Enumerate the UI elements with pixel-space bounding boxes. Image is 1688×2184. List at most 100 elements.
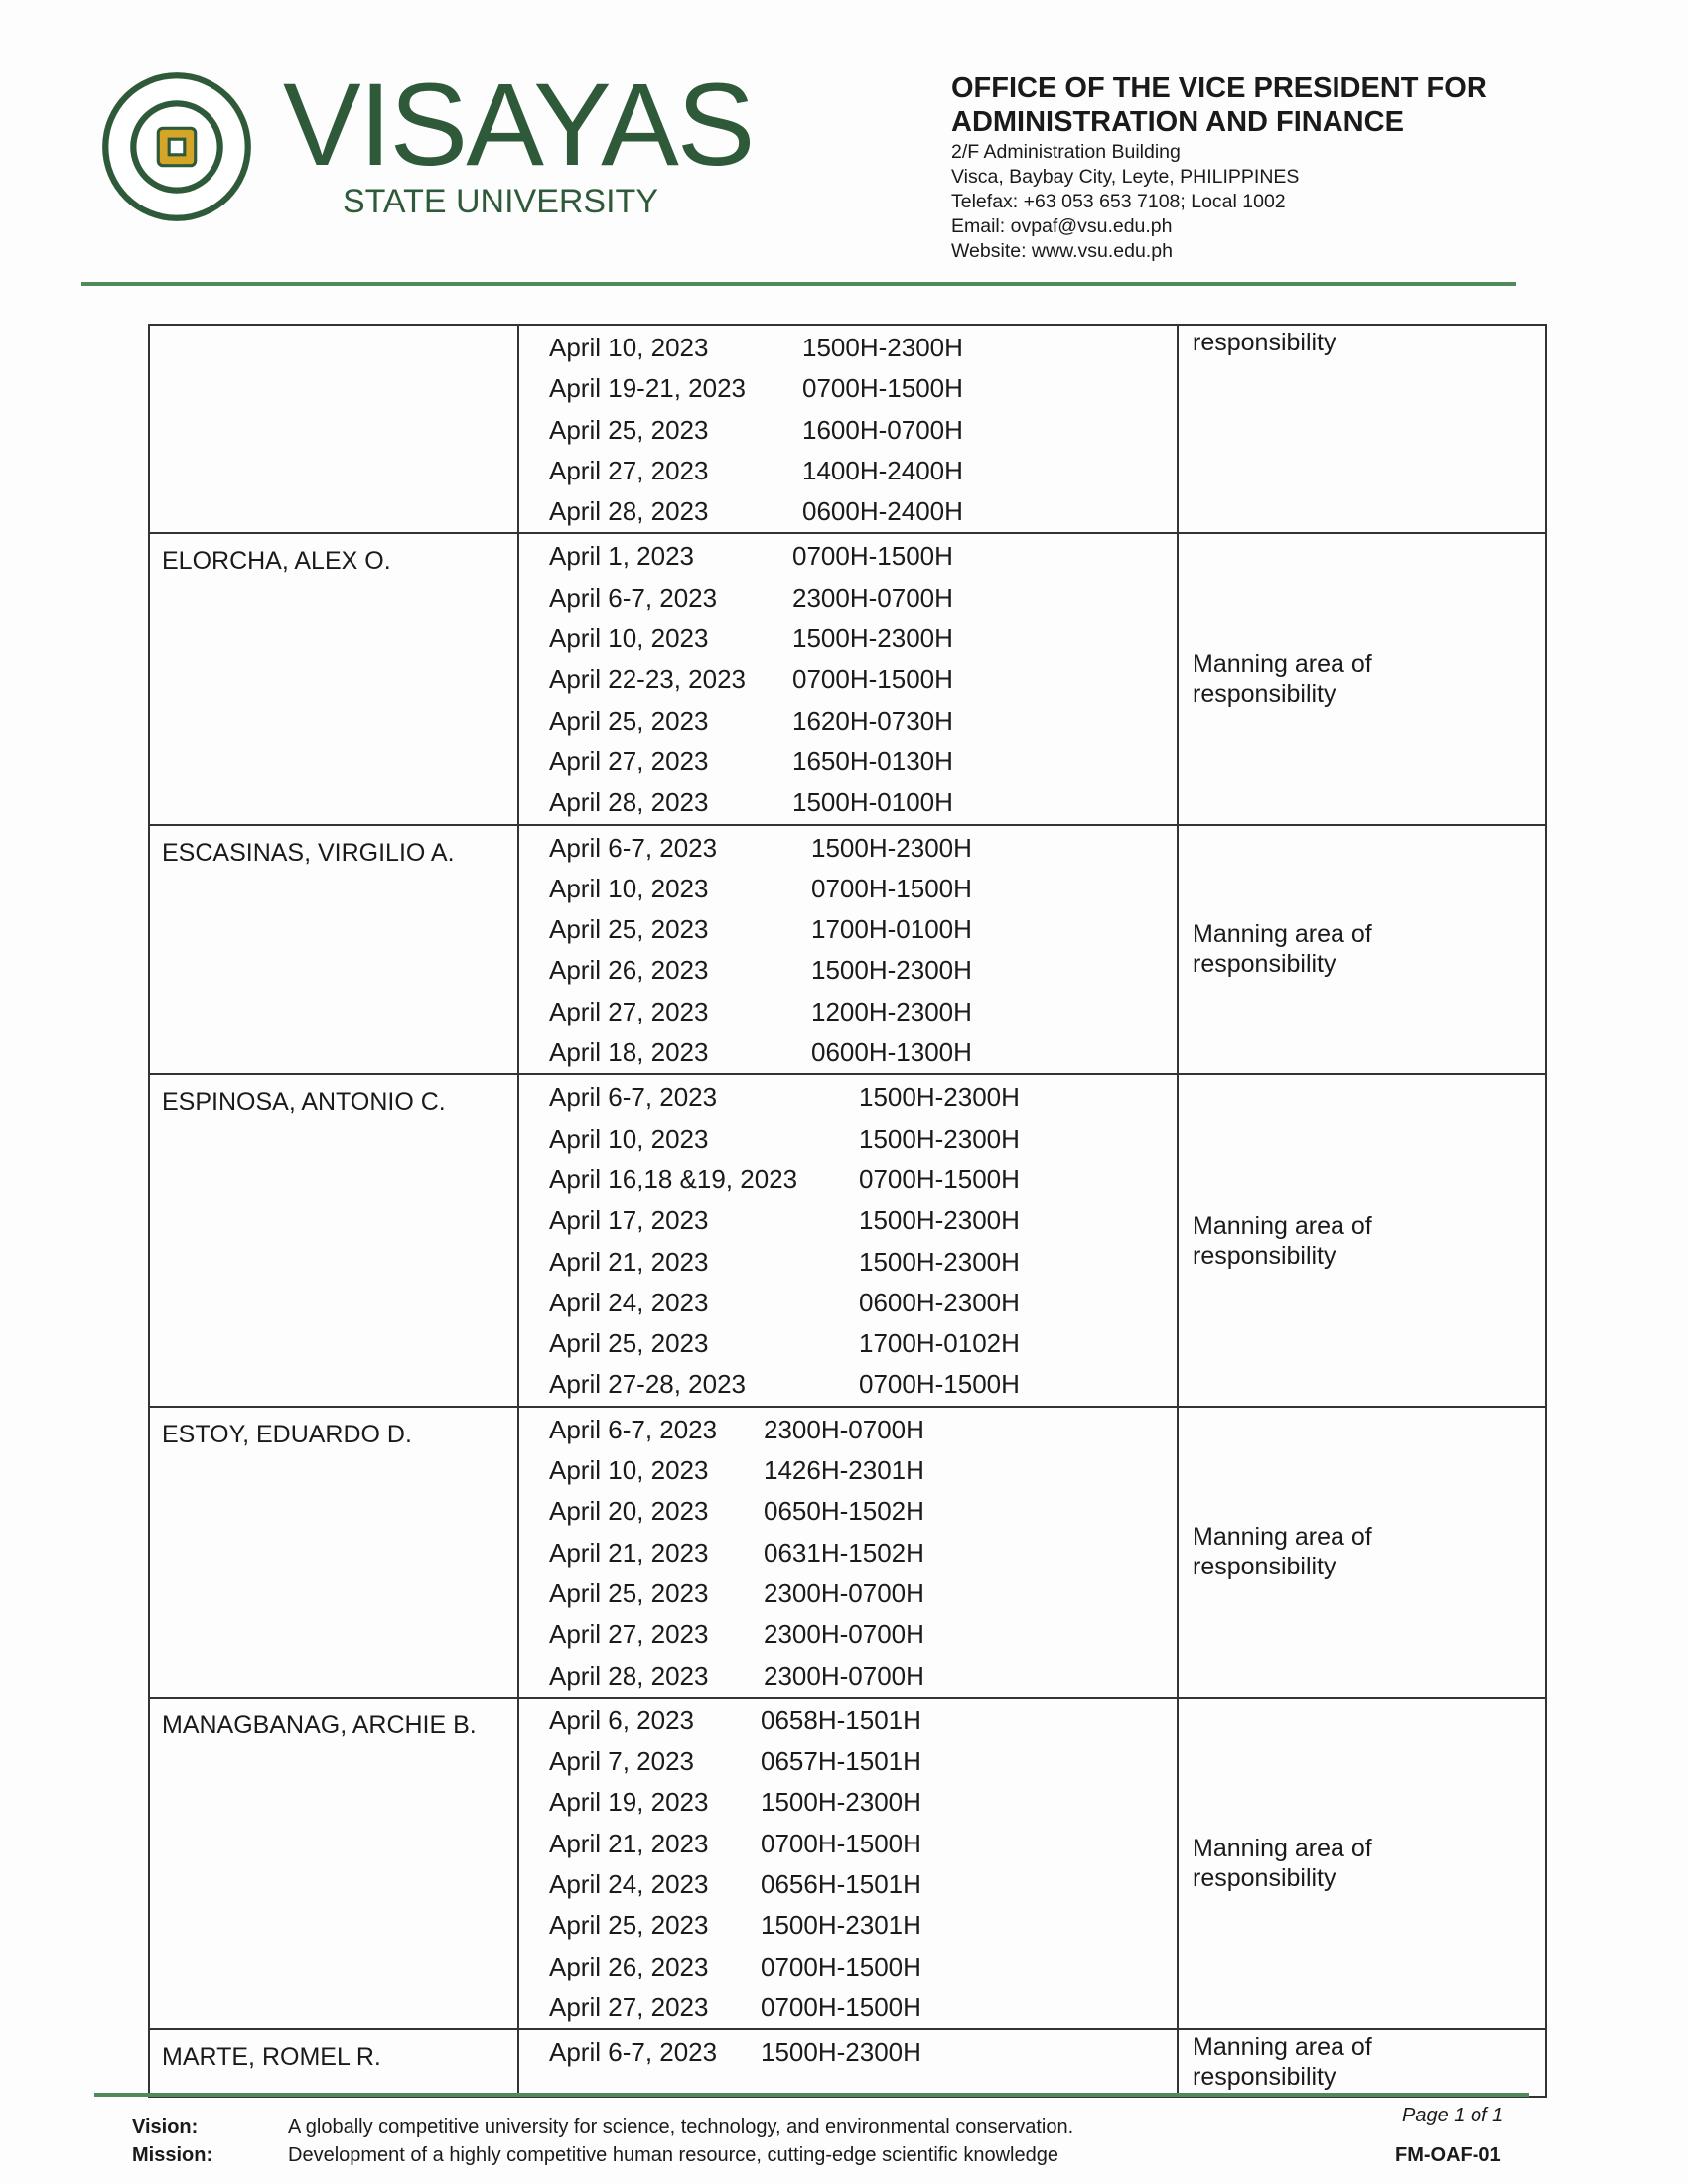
duty-date: April 19-21, 2023 xyxy=(549,373,747,404)
employee-name: MARTE, ROMEL R. xyxy=(150,2030,519,2097)
university-name: VISAYAS xyxy=(283,60,755,191)
schedule-entry: April 27, 2023 2300H-0700H xyxy=(519,1614,1177,1655)
employee-name: MANAGBANAG, ARCHIE B. xyxy=(150,1698,519,2029)
remarks-text: responsibility xyxy=(1193,329,1336,356)
duty-time: 2300H-0700H xyxy=(764,1577,924,1608)
duty-date: April 1, 2023 xyxy=(549,541,694,572)
employee-name xyxy=(150,326,519,533)
schedule-entry: April 1, 2023 0700H-1500H xyxy=(519,536,1177,577)
duty-date: April 25, 2023 xyxy=(549,705,709,736)
duty-time: 1500H-2300H xyxy=(859,1246,1020,1277)
remarks: Manning area of responsibility xyxy=(1179,2030,1545,2096)
schedule-entry: April 10, 2023 1426H-2301H xyxy=(519,1450,1177,1491)
duty-date: April 6-7, 2023 xyxy=(549,1414,718,1444)
duty-date: April 27, 2023 xyxy=(549,1619,709,1650)
duty-time: 0700H-1500H xyxy=(859,1163,1020,1194)
duty-time: 2300H-0700H xyxy=(792,582,953,613)
mission-label: Mission: xyxy=(132,2144,213,2166)
schedule-entry: April 28, 2023 1500H-0100H xyxy=(519,782,1177,823)
schedule-cell: April 1, 2023 0700H-1500H April 6-7, 2023 2… xyxy=(519,534,1179,824)
schedule-entry: April 25, 2023 1700H-0102H xyxy=(519,1323,1177,1364)
schedule-entry: April 21, 2023 0700H-1500H xyxy=(519,1824,1177,1864)
duty-date: April 17, 2023 xyxy=(549,1205,709,1236)
duty-time: 0700H-1500H xyxy=(811,873,972,903)
duty-time: 1500H-2300H xyxy=(792,623,953,654)
schedule-cell: April 6-7, 2023 2300H-0700H April 10, 2023… xyxy=(519,1407,1179,1697)
email: Email: ovpaf@vsu.edu.ph xyxy=(951,215,1173,237)
schedule-entry: April 19, 2023 1500H-2300H xyxy=(519,1782,1177,1823)
office-title: OFFICE OF THE VICE PRESIDENT FOR ADMINIS… xyxy=(951,71,1487,139)
remarks-text: Manning area of responsibility xyxy=(1193,920,1372,979)
remarks: Manning area of responsibility xyxy=(1179,534,1545,823)
remarks-text: Manning area of responsibility xyxy=(1193,650,1372,709)
schedule-entry: April 10, 2023 1500H-2300H xyxy=(519,1119,1177,1160)
duty-time: 0656H-1501H xyxy=(761,1868,921,1899)
duty-time: 1500H-2300H xyxy=(859,1205,1020,1236)
duty-date: April 10, 2023 xyxy=(549,873,709,903)
duty-date: April 27, 2023 xyxy=(549,746,709,776)
duty-time: 0700H-1500H xyxy=(761,1828,921,1858)
duty-date: April 7, 2023 xyxy=(549,1746,694,1777)
duty-date: April 24, 2023 xyxy=(549,1868,709,1899)
schedule-entry: April 21, 2023 1500H-2300H xyxy=(519,1242,1177,1283)
duty-date: April 27, 2023 xyxy=(549,996,709,1026)
duty-date: April 6, 2023 xyxy=(549,1705,694,1735)
schedule-entry: April 28, 2023 2300H-0700H xyxy=(519,1656,1177,1697)
schedule-entry: April 27, 2023 1650H-0130H xyxy=(519,742,1177,782)
remarks: Manning area of responsibility xyxy=(1179,1408,1545,1697)
duty-date: April 10, 2023 xyxy=(549,333,709,362)
duty-time: 1200H-2300H xyxy=(811,996,972,1026)
duty-time: 1600H-0700H xyxy=(802,414,963,445)
remarks-text: Manning area of responsibility xyxy=(1193,2033,1372,2092)
schedule-entry: April 27, 2023 1200H-2300H xyxy=(519,992,1177,1032)
schedule-entry: April 24, 2023 0600H-2300H xyxy=(519,1283,1177,1323)
duty-date: April 27, 2023 xyxy=(549,1991,709,2022)
schedule-entry: April 6-7, 2023 1500H-2300H xyxy=(519,828,1177,869)
duty-time: 0600H-2400H xyxy=(802,496,963,527)
schedule-entry: April 27, 2023 0700H-1500H xyxy=(519,1987,1177,2028)
form-code: FM-OAF-01 xyxy=(1395,2144,1501,2166)
duty-time: 1500H-2300H xyxy=(761,2037,921,2068)
schedule-entry: April 10, 2023 1500H-2300H xyxy=(519,618,1177,659)
duty-date: April 6-7, 2023 xyxy=(549,2037,718,2068)
duty-time: 2300H-0700H xyxy=(764,1414,924,1444)
duty-time: 1500H-2300H xyxy=(811,955,972,986)
duty-time: 0658H-1501H xyxy=(761,1705,921,1735)
remarks: Manning area of responsibility xyxy=(1179,1699,1545,2028)
duty-time: 0700H-1500H xyxy=(761,1991,921,2022)
university-seal-logo xyxy=(102,72,251,221)
table-row: MANAGBANAG, ARCHIE B. April 6, 2023 0658H-… xyxy=(150,1696,1545,2029)
address-line-2: Visca, Baybay City, Leyte, PHILIPPINES xyxy=(951,166,1300,188)
schedule-entry: April 6-7, 2023 2300H-0700H xyxy=(519,1410,1177,1450)
duty-date: April 25, 2023 xyxy=(549,1577,709,1608)
duty-time: 0700H-1500H xyxy=(802,373,963,404)
duty-date: April 22-23, 2023 xyxy=(549,664,747,695)
schedule-entry: April 25, 2023 1620H-0730H xyxy=(519,701,1177,742)
employee-name: ESPINOSA, ANTONIO C. xyxy=(150,1075,519,1406)
schedule-entry: April 25, 2023 1600H-0700H xyxy=(519,410,1177,451)
schedule-entry: April 10, 2023 0700H-1500H xyxy=(519,869,1177,909)
employee-name: ESTOY, EDUARDO D. xyxy=(150,1407,519,1697)
schedule-entry: April 24, 2023 0656H-1501H xyxy=(519,1864,1177,1905)
duty-date: April 21, 2023 xyxy=(549,1246,709,1277)
duty-date: April 18, 2023 xyxy=(549,1037,709,1068)
duty-date: April 27, 2023 xyxy=(549,455,709,485)
duty-time: 1500H-2301H xyxy=(761,1910,921,1941)
schedule-entry: April 22-23, 2023 0700H-1500H xyxy=(519,659,1177,700)
duty-date: April 16,18 &19, 2023 xyxy=(549,1163,798,1194)
duty-date: April 25, 2023 xyxy=(549,914,709,945)
duty-time: 1426H-2301H xyxy=(764,1455,924,1486)
telefax: Telefax: +63 053 653 7108; Local 1002 xyxy=(951,191,1286,212)
remarks: responsibility xyxy=(1179,326,1545,532)
schedule-cell: April 10, 2023 1500H-2300H April 19-21, 20… xyxy=(519,326,1179,533)
schedule-cell: April 6-7, 2023 1500H-2300H xyxy=(519,2030,1179,2097)
duty-time: 1500H-2300H xyxy=(859,1082,1020,1113)
schedule-entry: April 25, 2023 1700H-0100H xyxy=(519,909,1177,950)
duty-date: April 25, 2023 xyxy=(549,414,709,445)
duty-time: 1500H-2300H xyxy=(761,1787,921,1818)
schedule-entry: April 16,18 &19, 2023 0700H-1500H xyxy=(519,1160,1177,1200)
employee-name: ELORCHA, ALEX O. xyxy=(150,534,519,824)
duty-date: April 6-7, 2023 xyxy=(549,582,718,613)
university-subtitle: STATE UNIVERSITY xyxy=(343,183,659,220)
